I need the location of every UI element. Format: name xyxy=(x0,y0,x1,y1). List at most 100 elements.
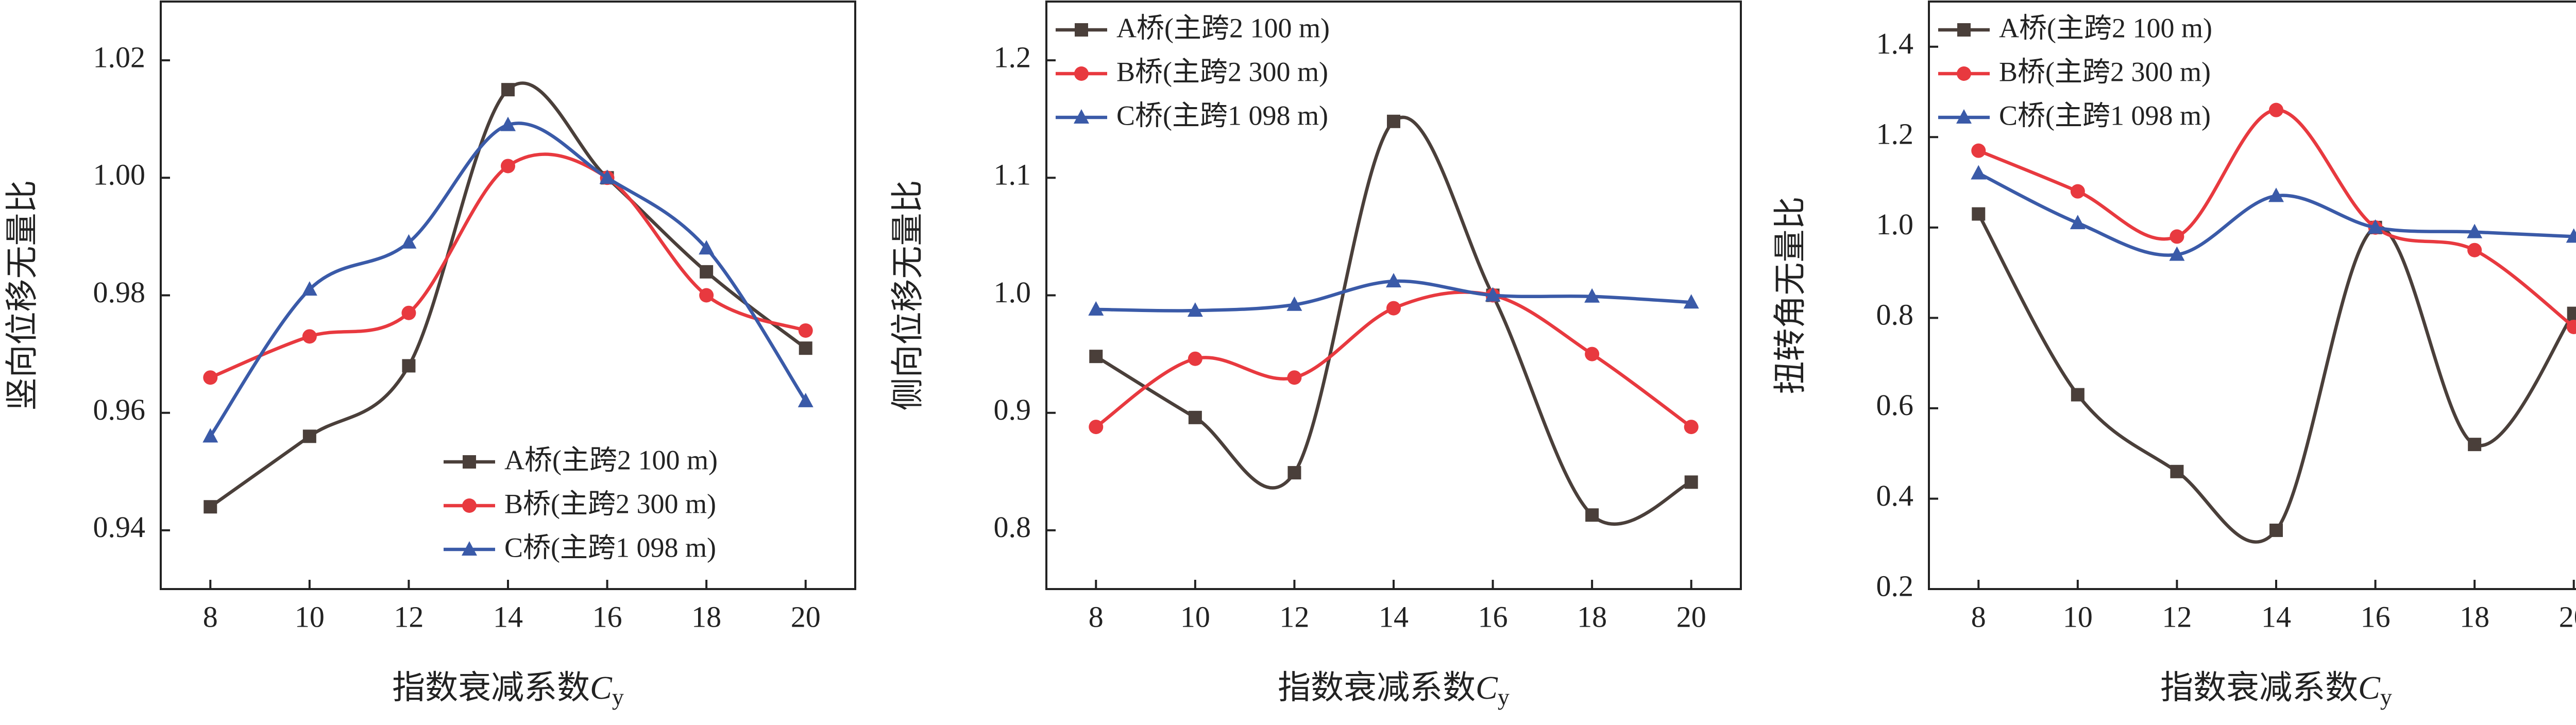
x-tick-label: 14 xyxy=(1379,600,1409,633)
marker xyxy=(1287,370,1302,385)
marker xyxy=(700,265,714,279)
y-axis-label: 侧向位移无量比 xyxy=(890,180,926,411)
marker xyxy=(2170,229,2184,244)
legend-label: B桥(主跨2 300 m) xyxy=(1116,56,1328,87)
marker xyxy=(2567,306,2576,320)
series-line xyxy=(1095,115,1692,526)
marker xyxy=(401,305,416,320)
y-tick-label: 1.00 xyxy=(93,158,146,192)
marker xyxy=(1585,508,1599,522)
y-tick-label: 0.94 xyxy=(93,510,146,544)
legend-symbol xyxy=(462,541,477,556)
y-tick-label: 0.2 xyxy=(1876,569,1914,602)
marker xyxy=(2269,102,2283,117)
legend-label: C桥(主跨1 098 m) xyxy=(1116,100,1328,131)
marker xyxy=(1387,114,1400,128)
y-tick-label: 0.8 xyxy=(1876,298,1914,332)
marker xyxy=(401,234,417,249)
marker xyxy=(501,83,515,97)
x-tick-label: 16 xyxy=(1478,600,1508,633)
x-axis-label: 指数衰减系数Cy xyxy=(2160,669,2392,710)
x-axis-label-sub: y xyxy=(1498,684,1510,710)
x-tick-label: 10 xyxy=(1180,600,1210,633)
marker xyxy=(1684,420,1699,435)
x-tick-label: 16 xyxy=(592,600,622,633)
x-tick-label: 8 xyxy=(203,600,218,633)
y-axis-label: 竖向位移无量比 xyxy=(4,180,41,411)
y-tick-label: 1.0 xyxy=(994,275,1031,309)
x-tick-label: 18 xyxy=(2460,600,2489,633)
marker xyxy=(2169,246,2185,261)
y-tick-label: 0.8 xyxy=(994,510,1031,544)
marker xyxy=(699,288,714,303)
marker xyxy=(699,240,715,255)
marker xyxy=(2467,223,2483,238)
x-axis-label: 指数衰减系数Cy xyxy=(1278,669,1510,710)
marker xyxy=(1485,287,1501,302)
x-tick-label: 8 xyxy=(1971,600,1986,633)
marker xyxy=(2170,464,2184,478)
x-axis-label-var: C xyxy=(590,669,613,706)
series-line xyxy=(1977,213,2575,544)
legend-symbol xyxy=(1075,23,1088,37)
legend-symbol xyxy=(1074,66,1089,81)
x-axis-label-sub: y xyxy=(612,684,624,710)
y-tick-label: 0.96 xyxy=(93,393,146,426)
plot-frame xyxy=(1928,1,2576,590)
x-tick-label: 18 xyxy=(691,600,721,633)
marker xyxy=(500,116,516,131)
marker xyxy=(599,169,615,184)
x-tick-label: 18 xyxy=(1577,600,1607,633)
x-axis-label-var: C xyxy=(2358,669,2381,706)
marker xyxy=(1584,288,1600,303)
marker xyxy=(2269,523,2283,537)
x-tick-label: 16 xyxy=(2361,600,2391,633)
marker xyxy=(302,329,317,344)
marker xyxy=(1187,302,1203,317)
y-tick-label: 1.02 xyxy=(93,40,146,74)
legend-symbol xyxy=(463,455,476,469)
marker xyxy=(302,429,316,443)
marker xyxy=(2268,187,2284,202)
y-tick-label: 1.4 xyxy=(1876,27,1914,60)
x-tick-label: 12 xyxy=(394,600,423,633)
series-line xyxy=(209,81,807,508)
marker xyxy=(402,359,416,373)
legend-label: B桥(主跨2 300 m) xyxy=(504,488,716,519)
y-tick-label: 0.4 xyxy=(1876,479,1914,512)
x-axis-label-text: 指数衰减系数 xyxy=(1278,669,1476,706)
panel: 8 10 12 14 16 18 20 0.2 0.4 0.6 0.8 1.0 1.2 1.4 扭转角无量比… xyxy=(1772,1,2576,710)
marker xyxy=(1684,475,1698,489)
series-line xyxy=(210,152,806,379)
legend-label: A桥(主跨2 100 m) xyxy=(504,444,718,475)
y-tick-label: 0.9 xyxy=(994,393,1031,426)
panel: 8 10 12 14 16 18 20 0.94 0.96 0.98 1.00 1.02 竖向位移无量比… xyxy=(4,1,856,710)
marker xyxy=(1287,466,1301,480)
y-tick-label: 1.2 xyxy=(1876,117,1914,151)
marker xyxy=(301,281,317,296)
marker xyxy=(2367,219,2383,234)
x-tick-label: 20 xyxy=(791,600,821,633)
y-tick-label: 0.98 xyxy=(93,275,146,309)
marker xyxy=(202,428,218,443)
legend-symbol xyxy=(1074,109,1089,124)
marker xyxy=(2070,184,2085,199)
legend-label: C桥(主跨1 098 m) xyxy=(1999,100,2211,131)
x-tick-label: 12 xyxy=(2162,600,2192,633)
x-axis-label-text: 指数衰减系数 xyxy=(2160,669,2358,706)
legend-marker xyxy=(1074,109,1089,124)
panel: 8 10 12 14 16 18 20 0.8 0.9 1.0 1.1 1.2 侧向位移无量比指数衰减系… xyxy=(890,1,1742,710)
y-axis-label: 扭转角无量比 xyxy=(1772,197,1809,394)
marker xyxy=(1971,165,1987,180)
legend-marker xyxy=(462,541,477,556)
x-tick-label: 20 xyxy=(2559,600,2576,633)
x-tick-label: 8 xyxy=(1089,600,1104,633)
marker xyxy=(1971,143,1986,158)
y-tick-label: 1.1 xyxy=(994,158,1031,192)
marker xyxy=(2070,215,2086,230)
legend-marker xyxy=(1957,66,1971,81)
legend-marker xyxy=(463,455,476,469)
x-axis-label-var: C xyxy=(1476,669,1498,706)
marker xyxy=(1286,296,1302,311)
